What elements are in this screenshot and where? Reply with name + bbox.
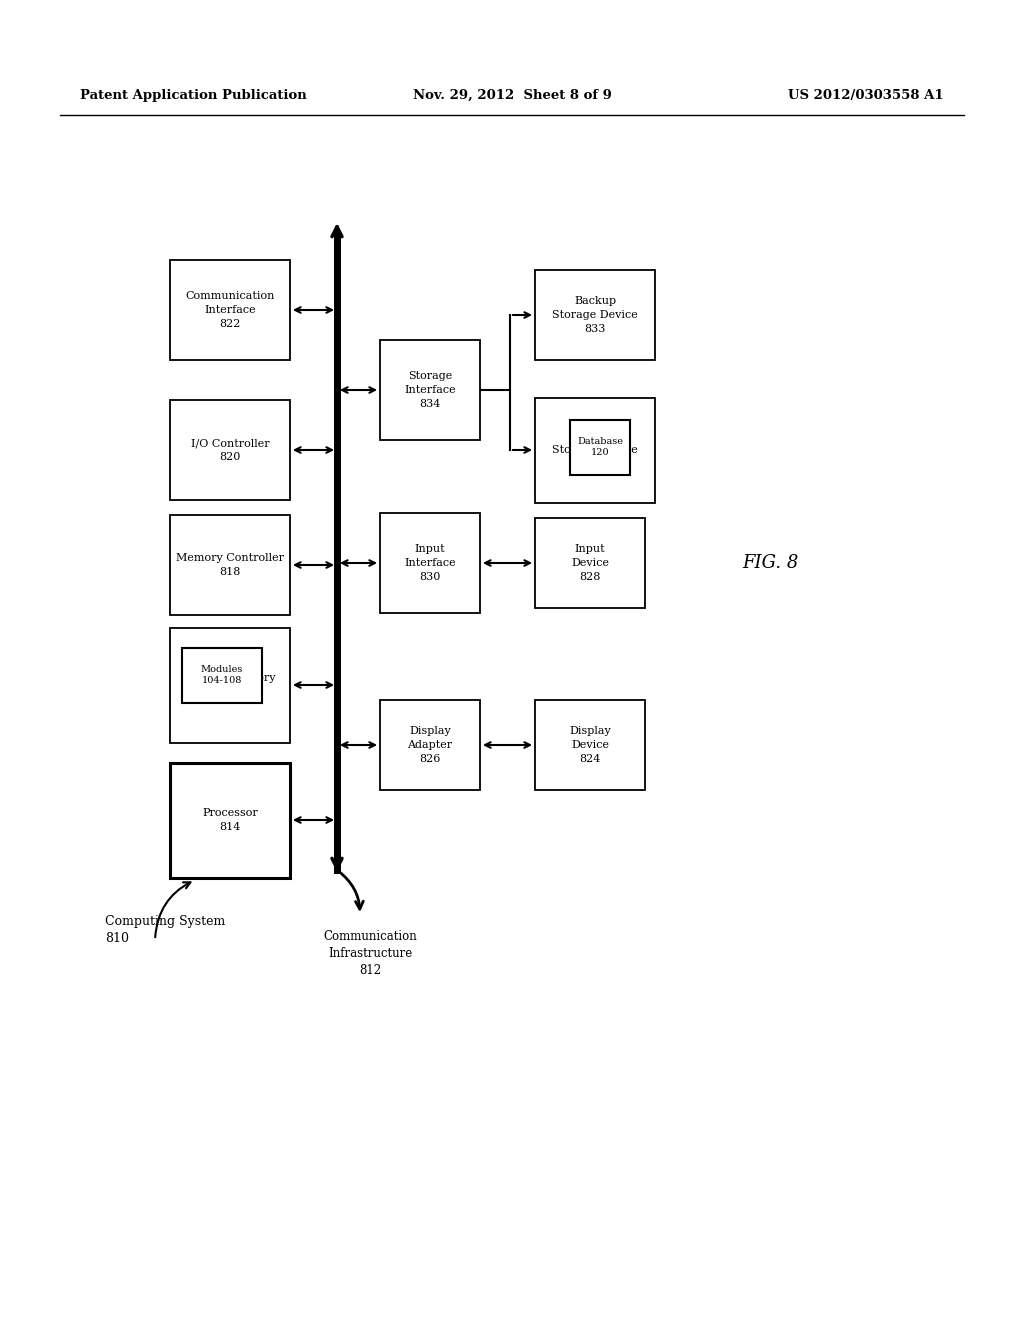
Text: Display
Device
824: Display Device 824 bbox=[569, 726, 611, 764]
Bar bbox=[535, 271, 655, 360]
Text: Communication
Interface
822: Communication Interface 822 bbox=[185, 290, 274, 329]
Text: Input
Device
828: Input Device 828 bbox=[571, 544, 609, 582]
Text: Database
120: Database 120 bbox=[577, 437, 623, 458]
Text: Computing System
810: Computing System 810 bbox=[105, 915, 225, 945]
Bar bbox=[170, 763, 290, 878]
Bar bbox=[170, 627, 290, 742]
Bar bbox=[170, 400, 290, 500]
Text: Primary
Storage Device
832: Primary Storage Device 832 bbox=[552, 432, 638, 469]
Text: Display
Adapter
826: Display Adapter 826 bbox=[408, 726, 453, 764]
Text: US 2012/0303558 A1: US 2012/0303558 A1 bbox=[788, 88, 944, 102]
Text: Communication
Infrastructure
812: Communication Infrastructure 812 bbox=[324, 931, 417, 977]
Text: System Memory
816: System Memory 816 bbox=[184, 673, 275, 697]
Text: Processor
814: Processor 814 bbox=[202, 808, 258, 832]
Text: Memory Controller
818: Memory Controller 818 bbox=[176, 553, 284, 577]
Bar bbox=[535, 517, 645, 609]
Text: I/O Controller
820: I/O Controller 820 bbox=[190, 438, 269, 462]
Text: FIG. 8: FIG. 8 bbox=[741, 554, 798, 572]
Text: Backup
Storage Device
833: Backup Storage Device 833 bbox=[552, 296, 638, 334]
Text: Input
Interface
830: Input Interface 830 bbox=[404, 544, 456, 582]
Bar bbox=[535, 397, 655, 503]
Text: Patent Application Publication: Patent Application Publication bbox=[80, 88, 307, 102]
Bar bbox=[380, 700, 480, 789]
Bar bbox=[570, 420, 630, 474]
Bar bbox=[535, 700, 645, 789]
Bar bbox=[380, 513, 480, 612]
Bar bbox=[380, 341, 480, 440]
Text: Nov. 29, 2012  Sheet 8 of 9: Nov. 29, 2012 Sheet 8 of 9 bbox=[413, 88, 611, 102]
Bar bbox=[170, 515, 290, 615]
Bar bbox=[170, 260, 290, 360]
Bar bbox=[182, 648, 262, 702]
Text: Modules
104-108: Modules 104-108 bbox=[201, 664, 243, 685]
Text: Storage
Interface
834: Storage Interface 834 bbox=[404, 371, 456, 409]
